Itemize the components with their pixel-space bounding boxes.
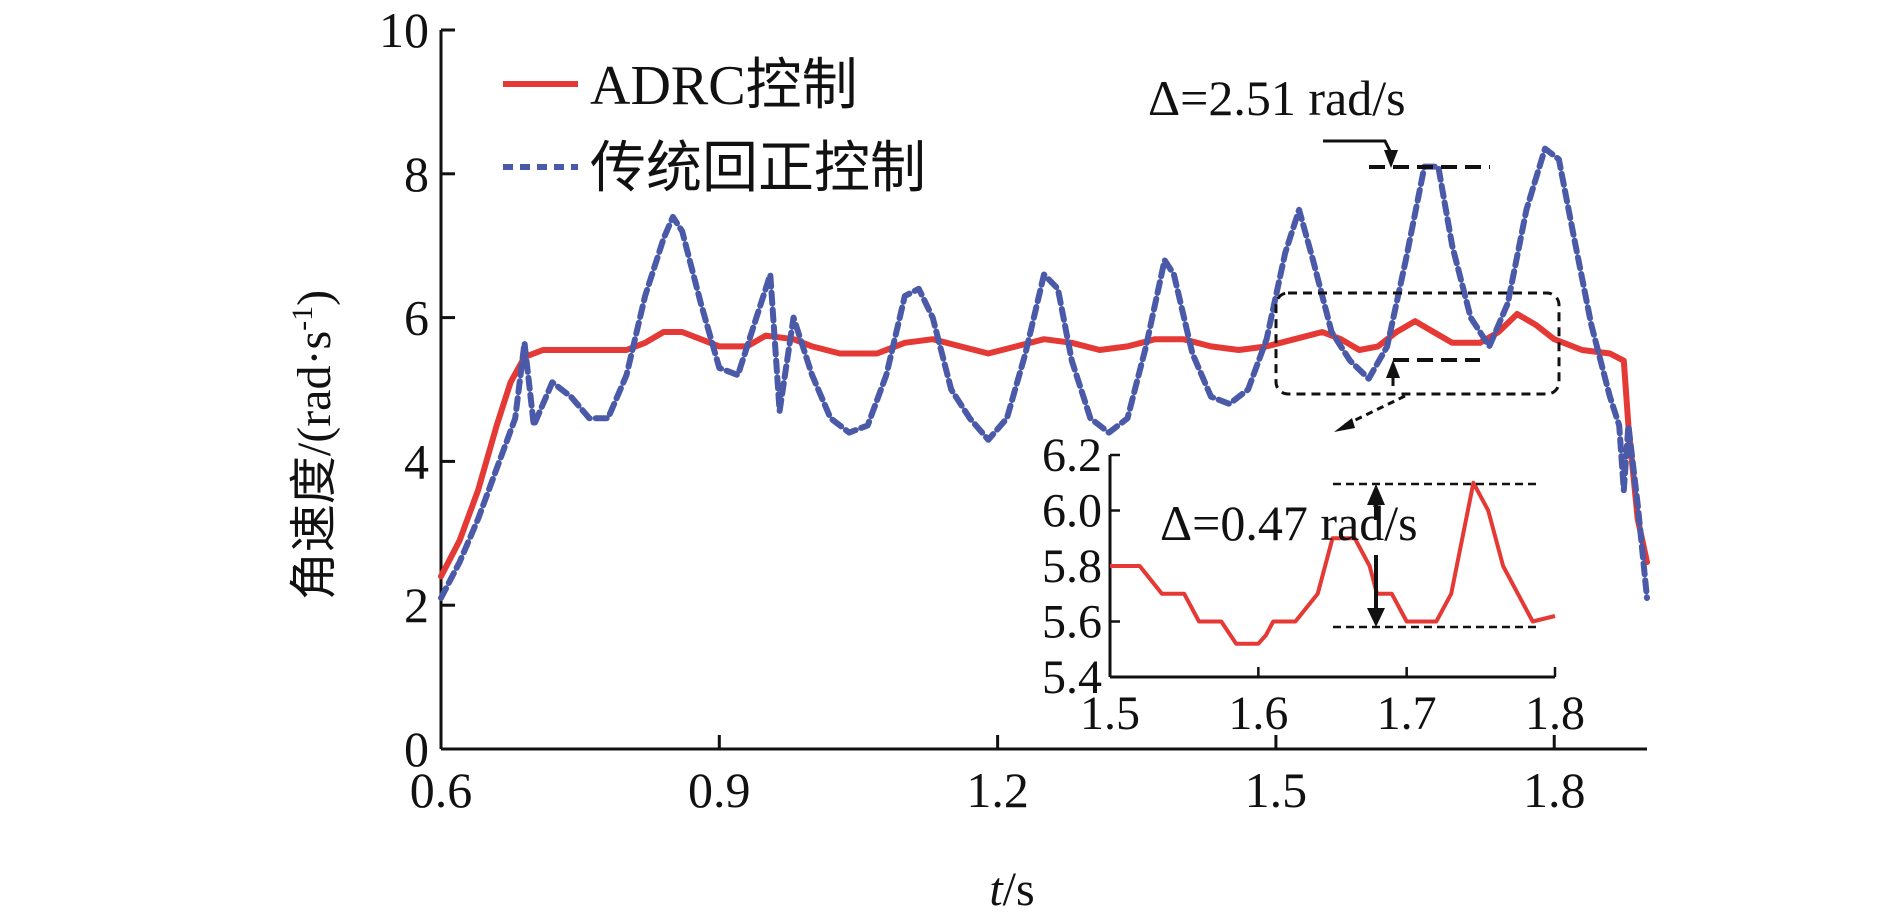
- inset-x-tick-label: 1.7: [1377, 687, 1437, 740]
- x-tick-label: 0.6: [410, 762, 473, 818]
- inset-x-tick-label: 1.8: [1525, 687, 1585, 740]
- inset-series-line-adrc: [1110, 480, 1556, 646]
- inset-chart: 5.45.65.86.06.2 1.5 1.6 1.7 1.8 Δ=0.47 rad/…: [1042, 429, 1585, 740]
- annotation-delta-251: Δ=2.51 rad/s: [1148, 70, 1406, 126]
- inset-delta-marks: [1333, 482, 1537, 629]
- x-tick-label: 1.2: [966, 762, 1029, 818]
- x-tick-label: 1.8: [1523, 762, 1586, 818]
- y-tick-label: 8: [404, 146, 429, 202]
- y-tick-label: 2: [404, 577, 429, 633]
- x-ticks: 0.6 0.9 1.2 1.5 1.8: [410, 735, 1586, 818]
- legend-label-traditional: 传统回正控制: [590, 138, 926, 200]
- y-tick-label: 4: [404, 433, 429, 489]
- inset-x-tick-label: 1.6: [1228, 687, 1288, 740]
- y-axis-label: 角速度/(rad·s-1): [286, 290, 341, 600]
- y-tick-label: 6: [404, 290, 429, 346]
- inset-x-tick-label: 1.5: [1080, 687, 1140, 740]
- inset-line-layer: [1110, 480, 1556, 646]
- y-ticks: 0 2 4 6 8 10: [379, 2, 455, 777]
- legend: ADRC控制 传统回正控制: [503, 55, 926, 200]
- inset-x-ticks: 1.5 1.6 1.7 1.8: [1080, 667, 1585, 740]
- x-tick-label: 0.9: [688, 762, 751, 818]
- annotation-delta-251-marks: [1323, 139, 1490, 169]
- legend-label-adrc: ADRC控制: [590, 55, 858, 117]
- series-line-adrc: [438, 311, 1650, 580]
- inset-y-tick-label: 5.8: [1042, 540, 1102, 593]
- x-axis-label: t/s: [989, 863, 1034, 916]
- y-tick-label: 0: [404, 721, 429, 777]
- annotation-delta-047: Δ=0.47 rad/s: [1160, 495, 1418, 551]
- series-line-traditional: [438, 145, 1650, 601]
- zoom-region-box: [1274, 291, 1561, 396]
- inset-y-tick-label: 6.2: [1042, 429, 1102, 482]
- inset-y-tick-label: 6.0: [1042, 485, 1102, 538]
- series-layer: [438, 145, 1650, 601]
- inset-y-ticks: 5.45.65.86.06.2: [1042, 429, 1120, 704]
- inset-y-tick-label: 5.6: [1042, 596, 1102, 649]
- inset-y-tick-label: 5.4: [1042, 651, 1102, 704]
- zoom-marks: [1334, 358, 1480, 432]
- y-tick-label: 10: [379, 2, 429, 58]
- x-tick-label: 1.5: [1245, 762, 1308, 818]
